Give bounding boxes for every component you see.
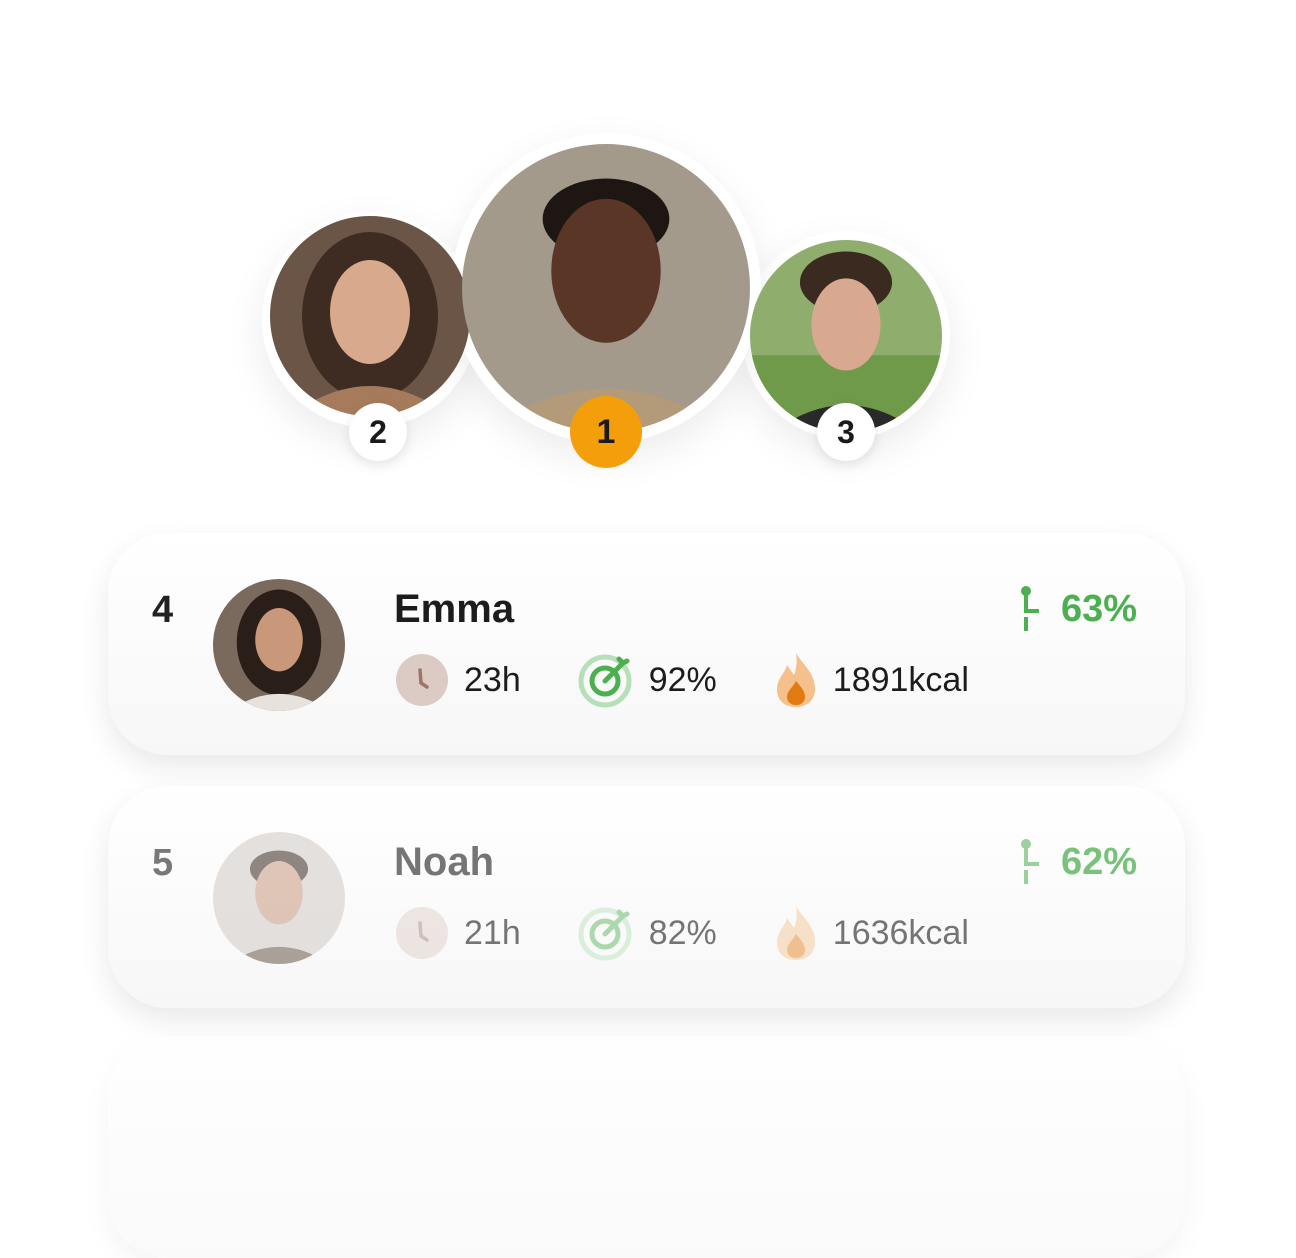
flame-icon [776,653,815,707]
user-name: Emma [394,587,515,631]
progress-pin-icon [1020,839,1039,884]
goal-value: 92% [648,660,717,699]
rank-badge-2: 2 [349,403,407,461]
leaderboard-row[interactable]: 5 Noah 21h 82% 1636kcal 62% [108,786,1185,1008]
avatar [213,832,345,964]
leaderboard-row[interactable]: 4 Emma 23h 92% 1891kcal 63% [108,533,1185,755]
clock-icon [396,654,448,706]
score-value: 63% [1060,587,1137,630]
time-value: 23h [464,660,521,699]
time-value: 21h [464,913,521,952]
rank-badge-1: 1 [570,396,642,468]
target-icon [578,654,632,708]
leaderboard-row-partial[interactable] [108,1036,1185,1258]
avatar [213,579,345,711]
podium-avatar-2[interactable] [270,216,470,416]
target-icon [578,907,632,961]
rank-number: 5 [152,842,174,884]
podium-avatar-1[interactable] [462,144,750,432]
score-value: 62% [1060,840,1137,883]
flame-icon [776,906,815,960]
rank-number: 4 [152,589,174,631]
progress-pin-icon [1020,586,1039,631]
goal-value: 82% [648,913,717,952]
calories-value: 1891kcal [832,660,969,699]
calories-value: 1636kcal [832,913,969,952]
rank-badge-3: 3 [817,403,875,461]
user-name: Noah [394,840,494,884]
clock-icon [396,907,448,959]
